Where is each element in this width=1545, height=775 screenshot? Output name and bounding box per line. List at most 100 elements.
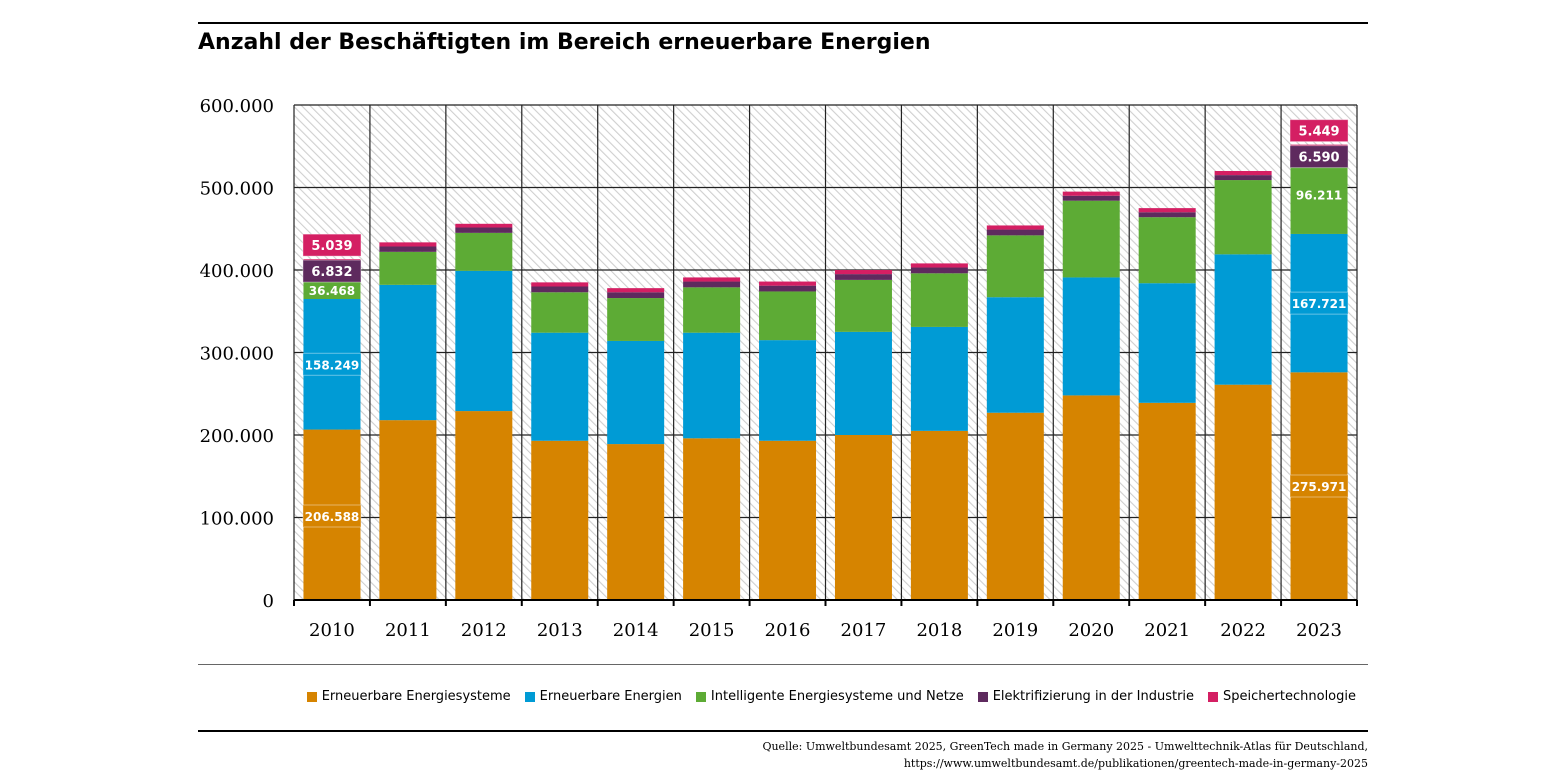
bar-2017-4 (834, 270, 892, 275)
y-tick-label: 300.000 (200, 344, 274, 365)
legend-swatch (524, 691, 535, 702)
bar-2012-3 (455, 227, 513, 233)
x-tick-label: 2016 (765, 620, 811, 641)
data-label: 158.249 (305, 358, 360, 372)
legend-item: Speichertechnologie (1208, 689, 1356, 704)
bar-2016-2 (759, 291, 817, 341)
bar-2011-4 (379, 242, 437, 247)
bar-2015-1 (683, 332, 741, 439)
bar-2012-0 (455, 411, 513, 600)
bar-2016-0 (759, 440, 817, 600)
y-tick-label: 100.000 (200, 509, 274, 530)
bar-2014-1 (607, 340, 665, 445)
bar-2021-3 (1138, 212, 1196, 218)
bar-2012-1 (455, 270, 513, 412)
legend-swatch (1208, 691, 1219, 702)
bar-2011-3 (379, 246, 437, 252)
bar-2017-2 (834, 279, 892, 332)
x-tick-label: 2010 (309, 620, 355, 641)
bar-2013-0 (531, 440, 589, 600)
x-tick-label: 2018 (916, 620, 962, 641)
bar-2013-3 (531, 286, 589, 293)
bar-2021-0 (1138, 402, 1196, 600)
bar-2018-3 (910, 267, 968, 274)
bar-2013-4 (531, 282, 589, 287)
y-tick-label: 600.000 (200, 96, 274, 117)
bar-2013-2 (531, 292, 589, 333)
bar-2011-1 (379, 284, 437, 421)
bar-2014-4 (607, 288, 665, 293)
legend-item: Elektrifizierung in der Industrie (977, 689, 1195, 704)
legend-label: Speichertechnologie (1223, 689, 1356, 704)
bar-2016-3 (759, 285, 817, 292)
x-tick-label: 2023 (1296, 620, 1342, 641)
x-tick-label: 2019 (992, 620, 1038, 641)
data-label-box (1289, 119, 1349, 143)
bar-2021-1 (1138, 283, 1196, 403)
bottom-rule (198, 730, 1368, 732)
x-tick-label: 2013 (537, 620, 583, 641)
bar-2021-2 (1138, 217, 1196, 284)
bar-2014-3 (607, 292, 665, 299)
data-label: 5.039 (311, 239, 352, 254)
source-line-1: Quelle: Umweltbundesamt 2025, GreenTech … (762, 740, 1368, 753)
bar-2015-2 (683, 287, 741, 333)
legend-item: Erneuerbare Energien (524, 689, 682, 704)
legend-swatch (977, 691, 988, 702)
chart-title: Anzahl der Beschäftigten im Bereich erne… (198, 30, 931, 55)
data-label-box (302, 259, 362, 283)
data-label-box (302, 352, 362, 376)
bar-2021-4 (1138, 208, 1196, 213)
bar-2013-1 (531, 332, 589, 441)
bar-2022-2 (1214, 180, 1272, 255)
x-tick-label: 2014 (613, 620, 659, 641)
bar-2020-3 (1062, 195, 1120, 201)
y-tick-label: 500.000 (200, 179, 274, 200)
y-tick-label: 200.000 (200, 426, 274, 447)
data-label: 6.832 (311, 265, 352, 280)
bar-2014-2 (607, 298, 665, 341)
data-label: 5.449 (1298, 125, 1339, 140)
bar-2017-0 (834, 435, 892, 600)
bar-2020-2 (1062, 200, 1120, 278)
bar-2019-2 (986, 235, 1044, 298)
x-tick-label: 2022 (1220, 620, 1266, 641)
bar-2018-1 (910, 326, 968, 431)
bar-2017-3 (834, 274, 892, 280)
bar-2019-3 (986, 229, 1044, 236)
x-tick-label: 2017 (841, 620, 887, 641)
legend-swatch (695, 691, 706, 702)
source-line-2: https://www.umweltbundesamt.de/publikati… (903, 757, 1368, 770)
y-tick-label: 400.000 (200, 261, 274, 282)
data-label-box (302, 233, 362, 257)
legend-label: Elektrifizierung in der Industrie (992, 689, 1195, 704)
legend-swatch (306, 691, 317, 702)
bar-2023-2 (1290, 154, 1348, 234)
data-label-box (1289, 145, 1349, 169)
bar-2019-1 (986, 297, 1044, 413)
bar-2014-0 (607, 444, 665, 600)
data-label: 36.468 (309, 284, 355, 298)
x-tick-label: 2015 (689, 620, 735, 641)
legend-label: Erneuerbare Energiesysteme (321, 689, 511, 704)
bar-2012-2 (455, 232, 513, 271)
data-label: 206.588 (305, 510, 360, 524)
bar-2011-0 (379, 420, 437, 600)
bar-2016-1 (759, 340, 817, 441)
data-label-box (302, 504, 362, 528)
y-tick-label: 0 (263, 591, 274, 612)
bar-2020-1 (1062, 277, 1120, 396)
legend-top-rule (198, 664, 1368, 665)
bar-2016-4 (759, 281, 817, 286)
legend-item: Intelligente Energiesysteme und Netze (695, 689, 964, 704)
data-label-box (1289, 291, 1349, 315)
bar-2019-0 (986, 412, 1044, 600)
bar-2022-3 (1214, 175, 1272, 181)
bar-2020-4 (1062, 191, 1120, 196)
bar-2012-4 (455, 223, 513, 228)
legend: Erneuerbare Energiesysteme Erneuerbare En… (198, 689, 1356, 704)
bar-2017-1 (834, 331, 892, 435)
legend-label: Erneuerbare Energien (539, 689, 682, 704)
data-label: 167.721 (1292, 297, 1347, 311)
data-label: 6.590 (1298, 151, 1339, 166)
